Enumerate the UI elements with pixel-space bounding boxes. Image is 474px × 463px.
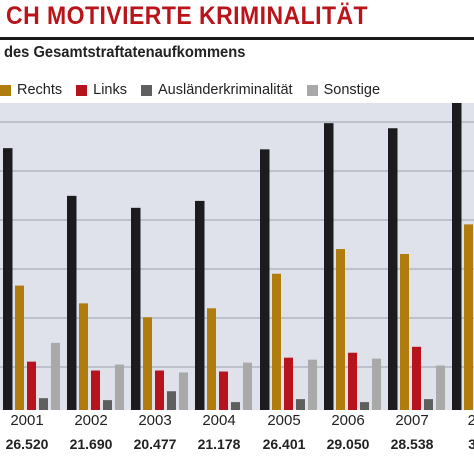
bar-sonstige-2006 — [372, 358, 381, 410]
bar-sonstige-2004 — [243, 362, 252, 410]
bar-auslaender-2004 — [231, 402, 240, 410]
bar-links-2006 — [348, 352, 357, 410]
bar-sonstige-2003 — [179, 372, 188, 410]
bar-auslaender-2006 — [360, 402, 369, 410]
bar-links-2005 — [284, 357, 293, 410]
bar-rechts-2001 — [15, 285, 24, 410]
year-label: 20 — [467, 412, 474, 429]
year-label: 2002 — [74, 412, 108, 429]
legend-label-sonstige: Sonstige — [323, 82, 381, 98]
bar-links-2007 — [412, 346, 421, 410]
bar-links-2004 — [219, 371, 228, 410]
bar-auslaender-2002 — [103, 400, 112, 410]
total-label: 26.520 — [5, 436, 49, 452]
year-label: 2005 — [267, 412, 301, 429]
bar-total-20 — [452, 103, 462, 410]
bar-sonstige-2007 — [436, 365, 445, 410]
bar-sonstige-2005 — [308, 359, 317, 410]
chart-subtitle: des Gesamtstraftatenaufkommens — [4, 44, 246, 61]
total-label: 20.477 — [133, 436, 177, 452]
bar-chart-plot — [0, 103, 474, 410]
legend-item-links: Links — [76, 82, 127, 98]
bar-rechts-2003 — [143, 317, 152, 410]
legend-swatch-rechts — [0, 84, 11, 96]
legend: Rechts Links Ausländerkriminalität Sonst… — [0, 80, 394, 100]
legend-item-auslaender: Ausländerkriminalität — [141, 82, 293, 98]
title-bar: CH MOTIVIERTE KRIMINALITÄT — [0, 0, 474, 40]
year-label: 2006 — [331, 412, 365, 429]
totals-row: 26.520 21.690 20.477 21.178 26.401 29.050 28.5… — [0, 430, 474, 463]
bar-rechts-20 — [464, 224, 473, 410]
total-label: 31 — [468, 436, 474, 452]
bar-auslaender-2005 — [296, 399, 305, 410]
legend-item-sonstige: Sonstige — [306, 82, 381, 98]
bar-auslaender-2003 — [167, 391, 176, 410]
legend-label-links: Links — [93, 82, 127, 98]
bar-auslaender-2007 — [424, 399, 433, 410]
bar-total-2005 — [260, 149, 270, 410]
year-label: 2001 — [10, 412, 44, 429]
year-label: 2004 — [202, 412, 236, 429]
legend-swatch-sonstige — [306, 84, 318, 96]
bar-rechts-2002 — [79, 303, 88, 410]
bar-rechts-2005 — [272, 273, 281, 410]
year-label: 2007 — [395, 412, 429, 429]
total-label: 28.538 — [390, 436, 434, 452]
bar-total-2003 — [131, 207, 141, 410]
legend-label-rechts: Rechts — [17, 82, 63, 98]
legend-swatch-links — [76, 84, 88, 96]
bar-links-2003 — [155, 370, 164, 410]
legend-swatch-auslaender — [141, 84, 152, 96]
total-label: 26.401 — [262, 436, 306, 452]
total-label: 21.690 — [69, 436, 113, 452]
bar-total-2006 — [324, 123, 334, 410]
bar-rechts-2007 — [400, 254, 409, 410]
bar-total-2002 — [67, 195, 77, 410]
bar-sonstige-2002 — [115, 364, 124, 410]
legend-item-rechts: Rechts — [0, 82, 62, 98]
bar-sonstige-2001 — [51, 342, 60, 410]
bar-total-2001 — [3, 148, 13, 410]
legend-label-auslaender: Ausländerkriminalität — [158, 82, 293, 98]
bar-auslaender-2001 — [39, 398, 48, 410]
year-axis: 2001 2002 2003 2004 2005 2006 2007 20 — [0, 410, 474, 432]
year-label: 2003 — [138, 412, 172, 429]
bar-links-2001 — [27, 361, 36, 410]
bar-total-2007 — [388, 128, 398, 410]
bar-rechts-2006 — [336, 249, 345, 410]
bar-links-2002 — [91, 370, 100, 410]
chart-title: CH MOTIVIERTE KRIMINALITÄT — [6, 2, 369, 30]
bar-total-2004 — [195, 200, 205, 410]
total-label: 29.050 — [326, 436, 370, 452]
total-label: 21.178 — [197, 436, 241, 452]
bar-rechts-2004 — [207, 308, 216, 410]
